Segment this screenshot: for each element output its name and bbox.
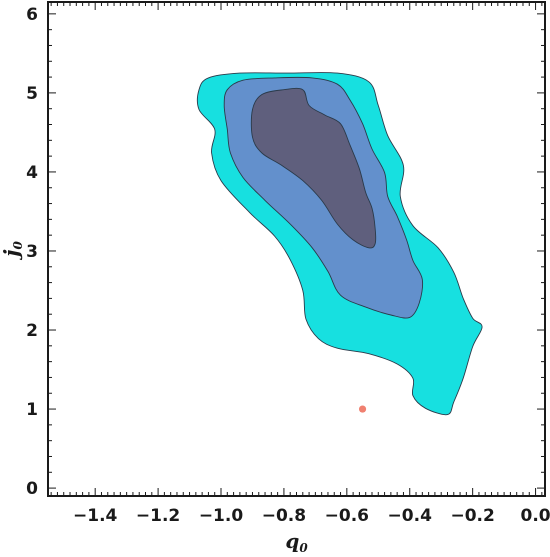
reference-point xyxy=(358,405,367,413)
y-tick-label: 6 xyxy=(26,5,38,25)
y-tick-label: 3 xyxy=(26,242,38,262)
contour-inner xyxy=(250,87,377,249)
x-tick-label: −1.4 xyxy=(73,506,118,526)
x-tick-labels: −1.4 −1.2 −1.0 −0.8 −0.6 −0.4 −0.2 0.0 xyxy=(73,506,550,526)
y-tick-label: 0 xyxy=(26,479,38,499)
y-axis-label: j0 xyxy=(0,241,25,261)
x-tick-label: −0.2 xyxy=(450,506,494,526)
x-tick-label: 0.0 xyxy=(521,506,550,526)
y-tick-labels: 0 1 2 3 4 5 6 xyxy=(26,5,38,499)
x-tick-label: −1.2 xyxy=(136,506,180,526)
y-tick-label: 1 xyxy=(26,400,38,420)
x-tick-label: −1.0 xyxy=(199,506,244,526)
y-tick-label: 4 xyxy=(26,163,38,183)
y-tick-label: 5 xyxy=(26,84,38,104)
x-axis-label: q0 xyxy=(285,529,308,555)
confidence-contours xyxy=(196,72,483,416)
x-tick-label: −0.6 xyxy=(325,506,369,526)
y-tick-label: 2 xyxy=(26,321,38,341)
axis-ticks xyxy=(48,2,545,496)
x-tick-label: −0.4 xyxy=(388,506,433,526)
reference-points xyxy=(358,405,367,413)
x-tick-label: −0.8 xyxy=(262,506,306,526)
